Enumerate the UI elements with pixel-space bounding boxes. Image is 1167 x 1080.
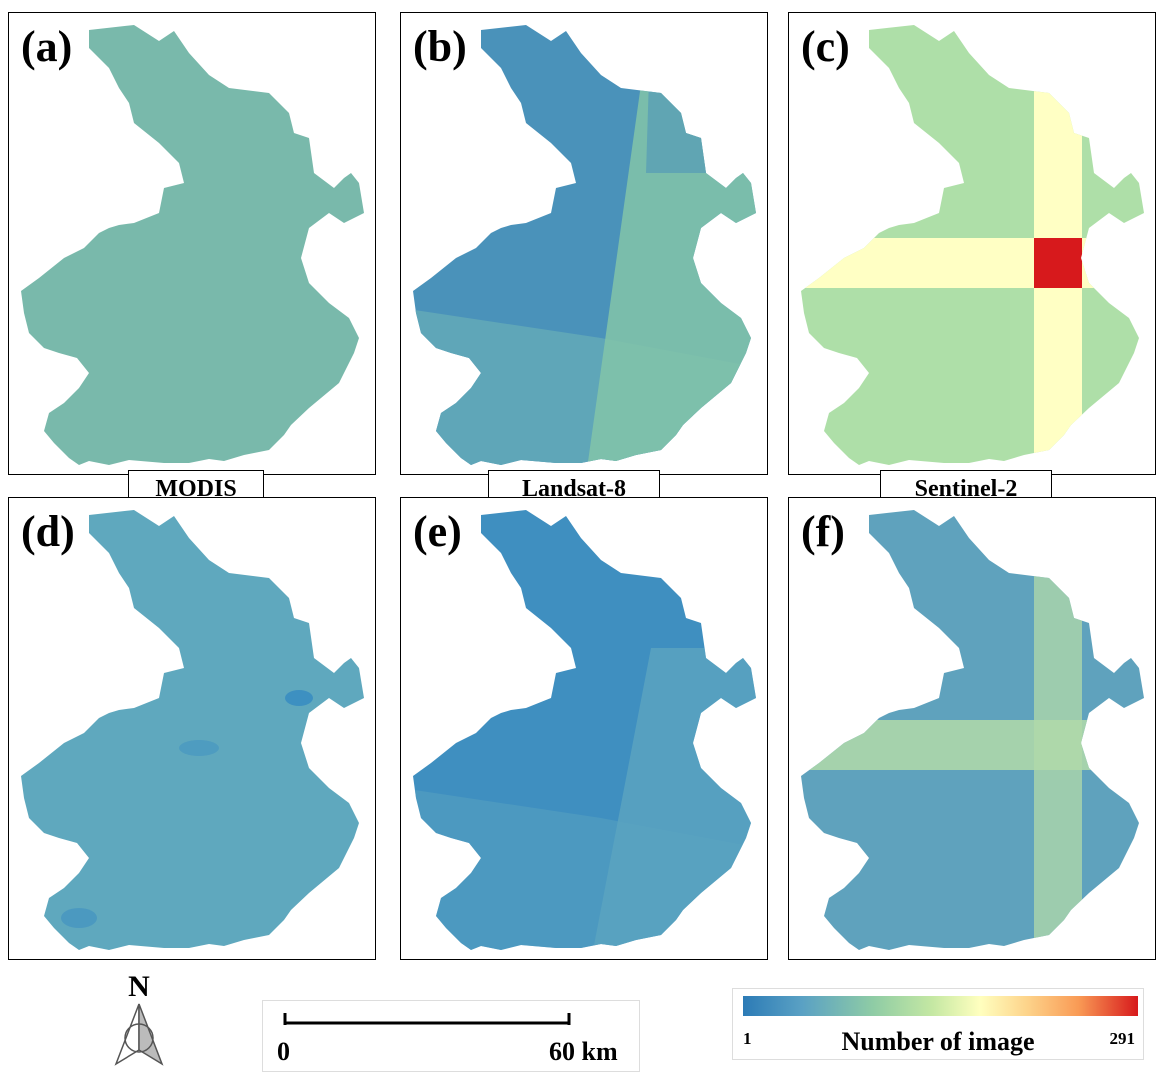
modis-count-fill xyxy=(21,25,364,465)
map-d xyxy=(21,510,364,950)
landsat-dark-top xyxy=(646,25,756,173)
panel-label-b: (b) xyxy=(413,22,467,71)
scale-bar-graphic xyxy=(283,1013,571,1025)
panel-label-c: (c) xyxy=(801,22,850,71)
map-c xyxy=(801,25,1144,465)
scale-end: 60 km xyxy=(549,1037,618,1066)
legend-max: 291 xyxy=(1109,1029,1136,1048)
north-arrow: N xyxy=(108,972,170,1072)
north-arrow-icon xyxy=(114,1003,164,1066)
color-ramp xyxy=(743,996,1138,1016)
legend-min: 1 xyxy=(743,1029,752,1048)
panel-label-d: (d) xyxy=(21,507,75,556)
sentinel-light-band-v xyxy=(1034,568,1082,950)
modis-derived-fill xyxy=(21,510,364,950)
panel-f: (f) xyxy=(788,497,1156,960)
color-legend: 1 Number of image 291 xyxy=(732,988,1144,1060)
panel-d: (d) xyxy=(8,497,376,960)
scale-start: 0 xyxy=(277,1037,290,1066)
sentinel-yellow-band-h xyxy=(801,238,1144,288)
panel-e: (e) xyxy=(400,497,768,960)
dark-patch xyxy=(61,908,97,928)
panel-label-e: (e) xyxy=(413,507,462,556)
panel-label-a: (a) xyxy=(21,22,73,71)
dark-patch xyxy=(285,690,313,706)
north-label: N xyxy=(128,970,150,1003)
scale-bar: 0 60 km xyxy=(262,1000,640,1072)
panel-label-f: (f) xyxy=(801,507,845,556)
panel-b: (b) xyxy=(400,12,768,475)
map-b xyxy=(413,25,756,465)
landsat-lower-zone xyxy=(413,788,756,950)
legend-title: Number of image xyxy=(841,1027,1035,1056)
map-f xyxy=(801,510,1144,950)
sentinel-red-zone xyxy=(1034,238,1082,288)
panel-c: (c) xyxy=(788,12,1156,475)
sentinel-light-band-h xyxy=(801,720,1144,770)
map-e xyxy=(413,510,756,950)
dark-patch xyxy=(179,740,219,756)
panel-a: (a) xyxy=(8,12,376,475)
map-a xyxy=(21,25,364,465)
